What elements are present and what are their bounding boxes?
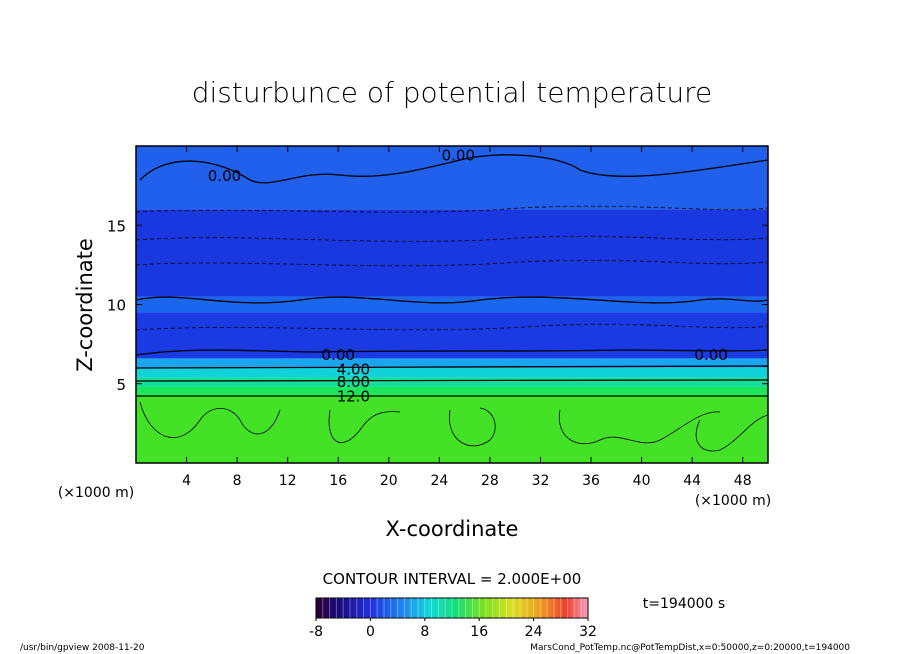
field-regions [136, 146, 768, 463]
colorbar-tick-label: 8 [420, 624, 429, 640]
contour-green-cells [139, 401, 768, 452]
x-axis-label: X-coordinate [386, 517, 519, 541]
contour-label: 4.00 [337, 360, 370, 378]
y-axis-ticks: 5 10 15 [107, 217, 768, 394]
colorbar [315, 597, 589, 619]
region-7 [136, 209, 768, 297]
colorbar-tick-label: 32 [579, 624, 597, 640]
cell-4 [558, 409, 721, 445]
plot-area [136, 146, 768, 463]
contour-zero-mid [136, 296, 768, 304]
colorbar-tick-label: 0 [366, 624, 375, 640]
colorbar-tick-label: 16 [470, 624, 488, 640]
region-8 [136, 146, 768, 210]
x-tick-label: 24 [430, 473, 448, 489]
x-tick-label: 40 [633, 473, 651, 489]
x-tick-label: 12 [279, 473, 297, 489]
region-6 [136, 296, 768, 313]
contour-label: 0.00 [322, 346, 355, 364]
x-tick-label: 28 [481, 473, 499, 489]
x-tick-label: 4 [182, 473, 191, 489]
colorbar-tick-label: -8 [309, 624, 323, 640]
time-label: t=194000 s [643, 596, 725, 612]
x-tick-label: 44 [683, 473, 701, 489]
contour-lines [136, 154, 768, 397]
region-2 [136, 377, 768, 387]
contour-zero-lower [136, 349, 768, 356]
contour-label: 0.00 [442, 147, 475, 165]
contour-label: 12.0 [337, 387, 370, 405]
contour-dashed-4 [136, 205, 768, 213]
cell-5 [695, 414, 768, 452]
contour-interval-label: CONTOUR INTERVAL = 2.000E+00 [323, 570, 582, 588]
region-4 [136, 358, 768, 368]
x-axis-ticks: 4 8 12 16 20 24 28 32 36 40 44 48 [182, 146, 752, 489]
contour-4 [136, 365, 768, 369]
x-tick-label: 36 [582, 473, 600, 489]
y-tick-label: 15 [107, 217, 126, 235]
chart-title: disturbunce of potential temperature [192, 76, 713, 109]
region-1 [136, 386, 768, 397]
colorbar-tick-label: 24 [525, 624, 543, 640]
contour-zero-upper [139, 154, 768, 184]
cell-2 [328, 409, 401, 443]
colorbar-ticks: -8 0 8 16 24 32 [309, 618, 597, 640]
region-3 [136, 367, 768, 378]
x-unit-left: (×1000 m) [58, 485, 134, 501]
footer-left: /usr/bin/gpview 2008-11-20 [20, 643, 145, 653]
x-unit-right: (×1000 m) [695, 493, 771, 509]
footer-right: MarsCond_PotTemp.nc@PotTempDist,x=0:5000… [530, 643, 850, 653]
x-tick-label: 8 [233, 473, 242, 489]
contour-label: 0.00 [208, 167, 241, 185]
region-0 [136, 396, 768, 463]
contour-dashed-1 [136, 235, 768, 242]
contour-label: 8.00 [337, 373, 370, 391]
contour-dashed [136, 205, 768, 331]
y-axis-label: Z-coordinate [73, 238, 97, 372]
contour-dashed-3 [136, 323, 768, 331]
contour-8 [136, 379, 768, 382]
contour-label: 0.00 [694, 346, 727, 364]
y-tick-label: 5 [116, 376, 126, 394]
x-tick-label: 16 [329, 473, 347, 489]
cell-1 [139, 401, 281, 438]
cell-3 [448, 407, 496, 447]
y-tick-label: 10 [107, 297, 126, 315]
colorbar-stripes [322, 598, 582, 618]
x-tick-label: 32 [532, 473, 550, 489]
x-tick-label: 48 [734, 473, 752, 489]
x-tick-label: 20 [380, 473, 398, 489]
